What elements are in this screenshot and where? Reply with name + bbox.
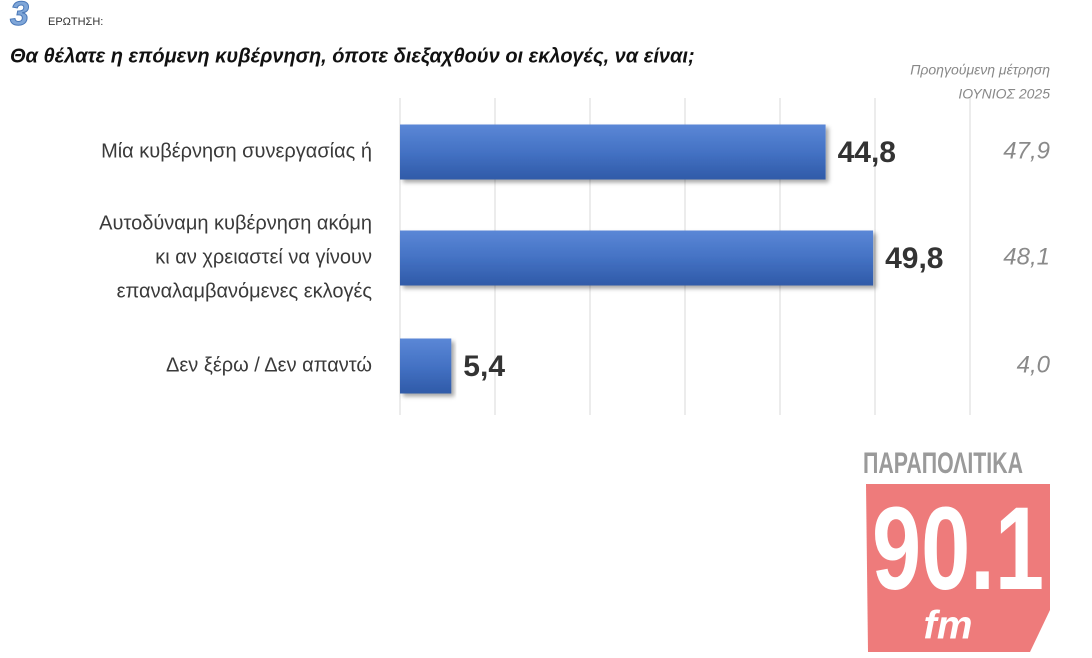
logo-main: 90.1 <box>872 483 1044 615</box>
category-label: Μία κυβέρνηση συνεργασίας ή <box>101 140 372 162</box>
category-label: Δεν ξέρω / Δεν απαντώ <box>166 354 372 376</box>
category-label: επαναλαμβανόμενες εκλογές <box>117 280 373 302</box>
comparison-subtitle: ΙΟΥΝΙΟΣ 2025 <box>958 86 1050 102</box>
comparison-value: 4,0 <box>1017 351 1051 378</box>
bar <box>400 230 874 286</box>
logo: ΠΑΡΑΠΟΛΙΤΙΚΑ 90.1 fm <box>863 447 1050 652</box>
question-number: 3 <box>10 0 29 33</box>
bar <box>400 124 826 180</box>
category-label: κι αν χρειαστεί να γίνουν <box>155 246 372 268</box>
comparison-title: Προηγούμενη μέτρηση <box>910 62 1050 78</box>
comparison-value: 48,1 <box>1003 243 1050 270</box>
value-label: 49,8 <box>885 242 943 275</box>
chart-title: Θα θέλατε η επόμενη κυβέρνηση, όποτε διε… <box>10 45 695 67</box>
comparison-value: 47,9 <box>1003 137 1050 164</box>
value-label: 44,8 <box>838 136 896 169</box>
category-label: Αυτοδύναμη κυβέρνηση ακόμη <box>99 212 372 234</box>
logo-top: ΠΑΡΑΠΟΛΙΤΙΚΑ <box>863 447 1023 480</box>
question-label: ΕΡΩΤΗΣΗ: <box>48 16 103 28</box>
bar <box>400 338 452 394</box>
logo-sub: fm <box>924 604 973 648</box>
logo-box <box>866 484 1050 652</box>
value-label: 5,4 <box>463 350 505 383</box>
